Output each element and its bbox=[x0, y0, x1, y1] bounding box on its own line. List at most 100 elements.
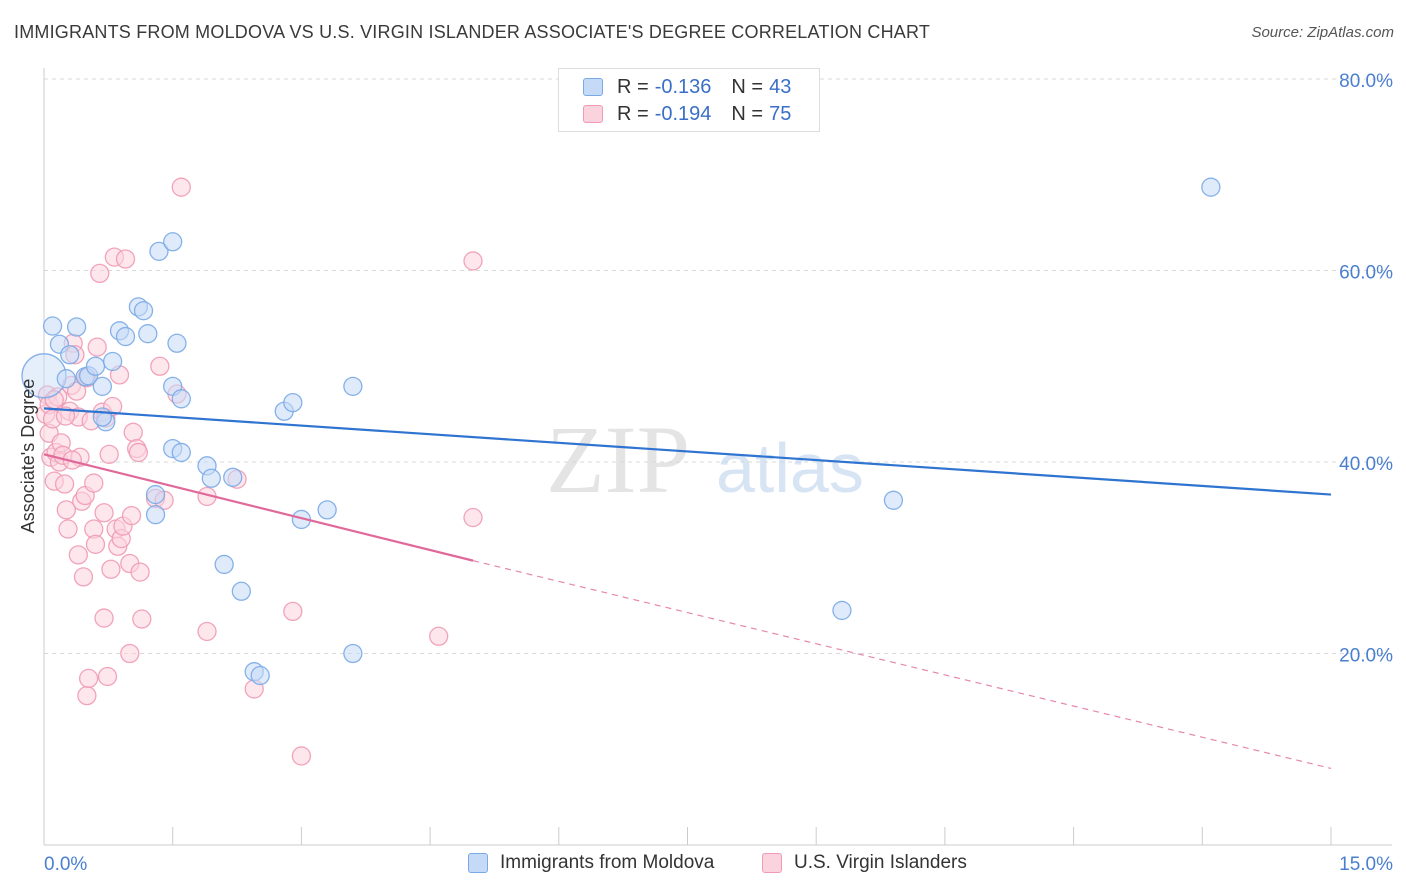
data-point-moldova bbox=[149, 241, 169, 262]
data-point-moldova bbox=[231, 581, 251, 601]
legend-row-moldova: R = -0.136 N = 43 bbox=[583, 75, 791, 99]
data-point-virgin-islanders bbox=[78, 668, 99, 689]
data-point-virgin-islanders bbox=[73, 567, 94, 587]
data-point-virgin-islanders bbox=[130, 562, 150, 582]
legend-n-label: N = bbox=[731, 75, 764, 98]
legend-item-moldova[interactable]: Immigrants from Moldova bbox=[468, 852, 714, 874]
data-point-virgin-islanders bbox=[283, 601, 303, 622]
y-axis-label: Associate's Degree bbox=[18, 379, 38, 534]
legend-label-moldova: Immigrants from Moldova bbox=[500, 852, 715, 873]
data-point-virgin-islanders bbox=[120, 643, 140, 664]
x-tick-label-min: 0.0% bbox=[44, 854, 87, 875]
data-point-moldova bbox=[60, 345, 80, 365]
y-tick-label: 80.0% bbox=[1339, 71, 1393, 92]
data-point-virgin-islanders bbox=[94, 608, 114, 628]
data-point-virgin-islanders bbox=[171, 177, 191, 197]
data-point-virgin-islanders bbox=[99, 444, 119, 464]
data-point-virgin-islanders bbox=[85, 534, 106, 554]
grid-lines bbox=[44, 78, 1392, 654]
data-point-virgin-islanders bbox=[115, 249, 136, 269]
data-point-virgin-islanders bbox=[56, 500, 76, 520]
data-point-virgin-islanders bbox=[68, 545, 88, 565]
y-tick-labels: 20.0% 40.0% 60.0% 80.0% bbox=[1339, 71, 1393, 667]
legend-n-label: N = bbox=[731, 102, 764, 125]
data-point-moldova bbox=[832, 600, 852, 621]
data-point-moldova bbox=[92, 407, 112, 427]
data-point-virgin-islanders bbox=[87, 337, 107, 357]
data-point-moldova bbox=[167, 333, 187, 353]
legend-swatch-pink bbox=[583, 105, 603, 123]
data-point-virgin-islanders bbox=[55, 406, 76, 426]
legend-r-value: -0.194 bbox=[654, 102, 712, 125]
data-point-moldova bbox=[115, 326, 136, 347]
data-point-virgin-islanders bbox=[66, 381, 87, 401]
data-point-virgin-islanders bbox=[94, 503, 114, 523]
data-point-virgin-islanders bbox=[150, 356, 170, 376]
y-tick-label: 20.0% bbox=[1339, 646, 1393, 667]
y-tick-label: 60.0% bbox=[1339, 263, 1393, 284]
data-point-moldova bbox=[171, 442, 191, 463]
legend-label-virgin-islanders: U.S. Virgin Islanders bbox=[794, 852, 967, 873]
data-point-moldova bbox=[1201, 177, 1221, 197]
legend-r-label: R = bbox=[617, 102, 649, 125]
data-point-moldova bbox=[223, 467, 243, 487]
data-point-virgin-islanders bbox=[121, 505, 142, 526]
data-point-moldova bbox=[56, 369, 76, 389]
legend-r-value: -0.136 bbox=[654, 75, 712, 98]
series-moldova-points bbox=[21, 177, 1221, 686]
data-point-virgin-islanders bbox=[429, 626, 449, 646]
data-point-moldova bbox=[163, 232, 183, 252]
y-tick-label: 40.0% bbox=[1339, 454, 1393, 475]
data-point-virgin-islanders bbox=[132, 609, 152, 629]
legend-n-value: 75 bbox=[769, 102, 792, 125]
data-point-virgin-islanders bbox=[90, 263, 110, 284]
data-point-virgin-islanders bbox=[84, 473, 104, 493]
x-tick-label-max: 15.0% bbox=[1339, 854, 1393, 875]
data-point-moldova bbox=[92, 376, 112, 397]
data-point-moldova bbox=[343, 643, 363, 664]
data-point-moldova bbox=[133, 301, 154, 321]
x-tick-marks bbox=[43, 827, 1332, 845]
data-point-virgin-islanders bbox=[77, 685, 97, 706]
trend-lines bbox=[43, 407, 1332, 769]
chart-title: IMMIGRANTS FROM MOLDOVA VS U.S. VIRGIN I… bbox=[14, 22, 931, 42]
legend-item-virgin-islanders[interactable]: U.S. Virgin Islanders bbox=[762, 852, 967, 874]
data-point-moldova bbox=[102, 351, 123, 372]
legend-swatch-pink bbox=[762, 853, 782, 873]
data-point-moldova bbox=[883, 490, 904, 510]
data-point-virgin-islanders bbox=[128, 442, 149, 463]
data-point-virgin-islanders bbox=[463, 507, 483, 528]
data-point-moldova bbox=[85, 356, 106, 376]
trend-line-moldova bbox=[43, 407, 1332, 496]
data-point-virgin-islanders bbox=[123, 422, 143, 442]
legend-n-value: 43 bbox=[769, 75, 792, 98]
data-point-moldova bbox=[171, 389, 191, 409]
data-point-moldova bbox=[201, 468, 221, 488]
data-point-moldova bbox=[145, 505, 166, 525]
data-point-virgin-islanders bbox=[58, 519, 78, 539]
data-point-virgin-islanders bbox=[54, 474, 75, 494]
legend-row-virgin-islanders: R = -0.194 N = 75 bbox=[583, 102, 791, 126]
data-point-virgin-islanders bbox=[101, 559, 121, 579]
watermark-atlas: atlas bbox=[716, 429, 864, 507]
data-point-moldova bbox=[343, 376, 363, 397]
legend-r-label: R = bbox=[617, 75, 649, 98]
data-point-moldova bbox=[250, 665, 270, 686]
legend-swatch-blue bbox=[468, 853, 488, 873]
stats-legend: R = -0.136 N = 43 R = -0.194 N = 75 bbox=[558, 68, 820, 132]
watermark-zip: ZIP bbox=[546, 406, 690, 513]
data-point-moldova bbox=[317, 500, 337, 520]
data-point-moldova bbox=[66, 317, 87, 337]
data-point-moldova bbox=[214, 554, 234, 575]
data-point-moldova bbox=[42, 316, 63, 336]
data-point-virgin-islanders bbox=[197, 621, 217, 642]
data-point-virgin-islanders bbox=[463, 251, 483, 271]
watermark: ZIP atlas bbox=[546, 406, 864, 513]
data-point-virgin-islanders bbox=[97, 666, 118, 687]
data-point-virgin-islanders bbox=[291, 746, 312, 766]
data-point-moldova bbox=[138, 324, 158, 344]
trend-line-virgin-islanders bbox=[43, 453, 474, 562]
data-point-moldova bbox=[283, 392, 303, 413]
legend-swatch-blue bbox=[583, 78, 603, 96]
